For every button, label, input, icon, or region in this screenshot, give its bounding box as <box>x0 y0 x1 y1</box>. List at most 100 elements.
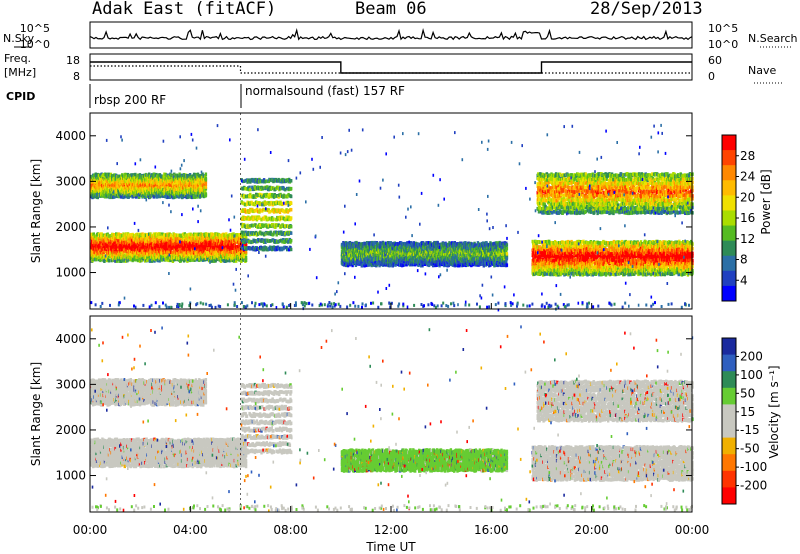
data-cell <box>146 184 149 188</box>
data-cell <box>116 190 119 195</box>
data-cell <box>155 181 159 186</box>
data-cell <box>290 186 293 191</box>
data-cell <box>144 195 147 199</box>
data-cell <box>184 237 188 241</box>
data-cell <box>95 236 98 241</box>
noise-trace <box>89 27 693 41</box>
data-cell <box>209 243 212 247</box>
data-cell <box>109 242 113 246</box>
data-cell <box>187 178 190 183</box>
data-cell <box>138 173 142 177</box>
data-cell <box>136 180 139 185</box>
data-cell <box>95 176 99 181</box>
data-cell <box>168 247 171 252</box>
data-cell <box>167 195 170 199</box>
data-cell <box>196 235 199 239</box>
data-cell <box>165 233 168 237</box>
data-cell <box>223 237 226 241</box>
data-cell <box>146 246 150 251</box>
data-cell <box>95 184 99 188</box>
data-cell <box>117 194 121 199</box>
data-cell <box>126 253 130 257</box>
data-cell <box>92 240 95 245</box>
data-cell <box>182 259 186 263</box>
data-cell <box>238 236 241 240</box>
data-cell <box>180 253 184 258</box>
data-cell <box>175 192 178 197</box>
data-cell <box>176 241 179 245</box>
data-cell <box>204 254 207 258</box>
data-cell <box>166 185 169 190</box>
nave-tick-bottom: 0 <box>708 70 715 83</box>
data-cell <box>186 233 189 237</box>
data-cell <box>166 235 169 240</box>
data-cell <box>155 232 159 236</box>
data-cell <box>208 250 211 255</box>
data-cell <box>234 240 237 244</box>
data-cell <box>189 245 192 249</box>
data-cell <box>202 257 206 262</box>
data-cell <box>143 252 146 256</box>
data-cell <box>100 246 103 251</box>
data-cell <box>188 235 192 240</box>
data-cell <box>105 187 109 192</box>
data-cell <box>103 179 107 183</box>
data-cell <box>98 186 101 190</box>
data-cell <box>175 181 178 186</box>
data-cell <box>167 254 170 258</box>
nave-tick-top: 60 <box>708 54 722 67</box>
data-cell <box>156 237 159 241</box>
data-cell <box>102 250 105 255</box>
data-cell <box>177 174 181 179</box>
data-cell <box>179 181 182 186</box>
data-cell <box>189 248 192 252</box>
cpid-label: CPID <box>6 90 35 103</box>
data-cell <box>174 186 177 190</box>
data-cell <box>99 188 103 193</box>
data-cell <box>217 254 220 258</box>
data-cell <box>122 195 125 200</box>
data-cell <box>127 257 130 261</box>
data-cell <box>92 247 95 251</box>
data-cell <box>99 174 103 179</box>
data-cell <box>141 256 144 261</box>
data-cell <box>95 240 98 244</box>
data-cell <box>137 232 140 237</box>
data-cell <box>196 251 200 255</box>
data-cell <box>206 236 209 241</box>
data-cell <box>153 181 156 185</box>
data-cell <box>169 233 173 237</box>
data-cell <box>166 240 169 244</box>
data-cell <box>151 237 155 241</box>
data-cell <box>225 259 228 263</box>
data-cell <box>161 190 165 195</box>
data-cell <box>144 233 148 238</box>
data-cell <box>150 259 153 263</box>
data-cell <box>244 255 248 260</box>
data-cell <box>235 259 238 263</box>
data-cell <box>176 178 179 183</box>
data-cell <box>224 252 227 257</box>
data-cell <box>152 240 155 244</box>
data-cell <box>155 247 159 251</box>
data-cell <box>105 172 108 177</box>
data-cell <box>208 253 211 257</box>
data-cell <box>97 257 101 262</box>
noise-tick-bottom-left: 10^0 <box>20 38 50 51</box>
data-cell <box>144 186 147 190</box>
data-cell <box>90 239 94 243</box>
data-cell <box>177 253 180 257</box>
data-cell <box>180 183 183 187</box>
data-cell <box>121 178 124 182</box>
data-cell <box>103 259 106 263</box>
data-cell <box>95 257 98 262</box>
data-cell <box>211 249 214 253</box>
data-cell <box>121 253 124 257</box>
cpid-mode-1: rbsp 200 RF <box>94 93 166 107</box>
data-cell <box>96 232 99 236</box>
data-cell <box>147 255 150 259</box>
data-cell <box>136 235 139 240</box>
nave-label: Nave <box>748 64 776 77</box>
freq-unit: [MHz] <box>4 66 36 79</box>
data-cell <box>147 235 150 239</box>
